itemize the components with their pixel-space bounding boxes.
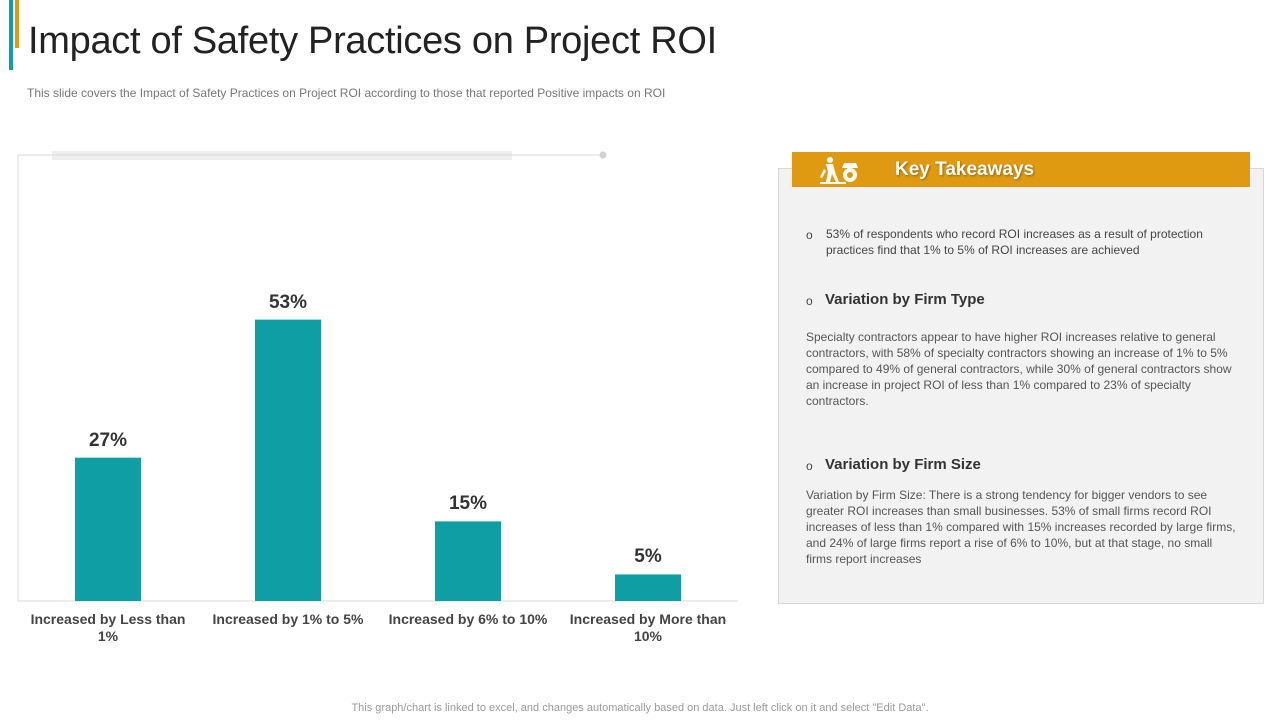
category-label: Increased by 6% to 10% [388,611,548,627]
category-label: Increased by More than 10% [569,611,727,644]
firm-size-text: Variation by Firm Size: There is a stron… [806,488,1236,566]
firm-type-heading: Variation by Firm Type [825,291,985,308]
takeaway-item-1: 53% of respondents who record ROI increa… [826,227,1203,257]
chart-svg [17,151,738,602]
accent-bar-teal [9,0,13,70]
chart-bar [75,457,141,601]
category-label: Increased by Less than 1% [30,611,186,644]
takeaways-title: Key Takeaways [895,159,1035,180]
bar-chart[interactable]: 27% Increased by Less than 1% 53% Increased… [0,140,760,660]
construction-worker-icon [816,155,862,190]
category-label: Increased by 1% to 5% [212,611,364,627]
page-subtitle: This slide covers the Impact of Safety P… [27,86,666,100]
page-title: Impact of Safety Practices on Project RO… [28,20,717,62]
bar-value-label: 15% [448,493,488,515]
bar-value-label: 5% [634,546,662,568]
firm-size-heading: Variation by Firm Size [825,456,981,473]
takeaways-header: Key Takeaways [792,152,1250,187]
bullet-marker: o [806,294,813,308]
accent-bar-orange [15,0,19,48]
firm-type-text: Specialty contractors appear to have hig… [806,330,1232,408]
chart-top-handle [599,151,607,159]
takeaways-panel [778,168,1264,604]
bullet-marker: o [806,459,813,473]
footnote: This graph/chart is linked to excel, and… [351,702,929,714]
bar-value-label: 27% [88,429,128,451]
chart-bar [255,319,321,601]
chart-bar [435,521,501,601]
chart-bar [615,574,681,601]
bullet-marker: o [806,228,813,242]
bar-value-label: 53% [268,291,308,313]
